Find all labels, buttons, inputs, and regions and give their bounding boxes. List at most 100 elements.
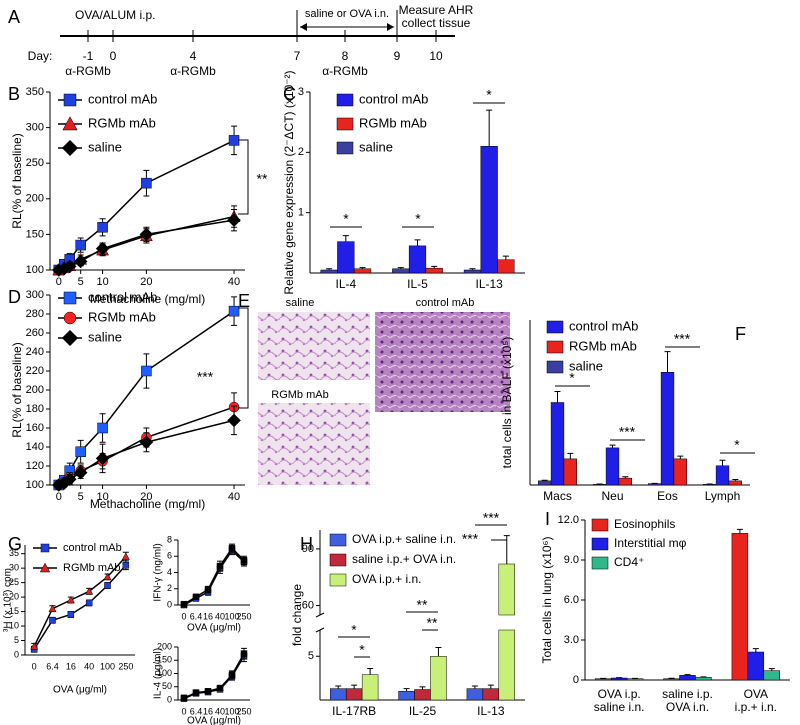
significance-label: * — [569, 370, 575, 386]
day-label: 0 — [110, 49, 117, 63]
y-tick-label: 9.0 — [564, 554, 579, 566]
bar — [463, 269, 482, 274]
marker — [66, 595, 75, 604]
y-tick-label: 150 — [26, 228, 44, 240]
significance-label: * — [343, 211, 349, 227]
x-tick-label: 100 — [224, 706, 239, 716]
error-bar — [431, 265, 438, 269]
x-tick-label: 10 — [96, 491, 108, 503]
legend-label: saline i.p.+ OVA i.n. — [352, 552, 456, 566]
x-tick-label: IL-5 — [407, 277, 428, 291]
panel-label: B — [8, 84, 20, 104]
y-tick-label: 5 — [308, 650, 314, 662]
y-tick-label: 20 — [9, 591, 19, 601]
panel-label: C — [283, 84, 296, 104]
marker — [121, 552, 130, 560]
legend-label: OVA i.p.+ saline i.n. — [352, 532, 456, 546]
error-bar — [486, 109, 493, 147]
error-bar — [471, 685, 478, 689]
y-tick-label: 200 — [26, 384, 44, 396]
bar — [414, 689, 431, 701]
marker — [30, 642, 39, 650]
bar — [728, 480, 743, 486]
error-bar — [554, 391, 561, 403]
bar — [320, 269, 338, 274]
bar — [731, 533, 749, 681]
y-tick-label: 6 — [167, 551, 172, 561]
marker — [104, 582, 111, 589]
significance-label: *** — [197, 369, 214, 385]
bar — [695, 677, 712, 681]
error-bar — [397, 267, 404, 269]
error-bar — [414, 239, 421, 246]
x-tick-label: Macs — [543, 489, 572, 503]
significance-label: *** — [619, 424, 636, 440]
bar — [330, 688, 347, 701]
day-label: 7 — [294, 49, 301, 63]
x-tick-label: 10 — [96, 276, 108, 288]
y-tick-label: 10 — [9, 620, 19, 630]
endpoint-label: Measure AHR collect tissue — [398, 3, 474, 30]
x-tick-label: IL-4 — [335, 277, 356, 291]
error-bar — [541, 479, 548, 481]
x-tick-label: Eos — [657, 489, 678, 503]
error-bar — [567, 452, 574, 459]
treatment-label: α-RGMb — [322, 64, 368, 78]
y-tick-label: 1 — [298, 207, 304, 219]
error-bar — [403, 688, 410, 692]
marker — [141, 177, 152, 189]
day-label: 9 — [394, 49, 401, 63]
legend-label: control mAb — [63, 542, 122, 554]
bar — [430, 656, 447, 701]
bar — [425, 267, 443, 274]
y-tick-label: 260 — [26, 327, 44, 339]
y-tick-label: 240 — [26, 346, 44, 358]
legend-label: control mAb — [88, 91, 157, 106]
y-axis-label: RL(% of baseline) — [10, 342, 24, 437]
day-label: -1 — [83, 49, 94, 63]
legend-label: Eosinophils — [614, 517, 675, 531]
series-line — [33, 564, 127, 650]
x-tick-label: 6.4 — [46, 661, 59, 671]
x-tick-label: 16 — [66, 661, 76, 671]
legend-marker — [62, 116, 78, 131]
y-tick-label: 140 — [26, 441, 44, 453]
bar — [337, 241, 355, 274]
treatment-label: α-RGMb — [65, 64, 111, 78]
legend-label: OVA i.p.+ i.n. — [352, 572, 421, 586]
y-tick-label: 3 — [298, 86, 304, 98]
marker — [227, 413, 241, 428]
y-tick-label: 0 — [573, 674, 579, 686]
error-bar — [502, 255, 509, 260]
significance-label: ** — [257, 171, 268, 187]
error-bar — [359, 267, 366, 269]
y-axis-label: IFN-γ (ng/ml) — [153, 543, 164, 601]
x-tick-label: 250 — [236, 611, 251, 621]
x-tick-label: 250 — [236, 706, 251, 716]
marker — [67, 611, 75, 618]
histology-image — [375, 312, 510, 412]
panel-label: E — [238, 291, 250, 311]
legend-label: saline — [359, 139, 393, 154]
legend-marker — [63, 291, 77, 305]
x-tick-label: 6.4 — [190, 706, 203, 716]
bar — [663, 678, 680, 681]
y-tick-label: 300 — [26, 289, 44, 301]
error-bar — [335, 685, 342, 689]
x-tick-label: 40 — [215, 611, 225, 621]
x-axis-label: Methacholine (mg/ml) — [90, 497, 205, 511]
challenge-label: saline or OVA i.n. — [305, 8, 389, 20]
error-bar — [684, 674, 691, 676]
x-axis-label: OVA (μg/ml) — [187, 623, 241, 634]
legend-swatch — [329, 573, 347, 587]
day-label: 8 — [342, 49, 349, 63]
marker — [62, 259, 77, 274]
legend-label: saline — [88, 329, 122, 344]
significance-label: *** — [483, 510, 500, 526]
x-tick-label: OVA i.p.+ i.n. — [734, 687, 778, 714]
error-bar — [719, 459, 726, 466]
y-tick-label: 60 — [302, 599, 314, 611]
significance-bracket — [238, 307, 249, 409]
legend-label: CD4⁺ — [614, 555, 644, 569]
legend-marker — [61, 139, 79, 157]
